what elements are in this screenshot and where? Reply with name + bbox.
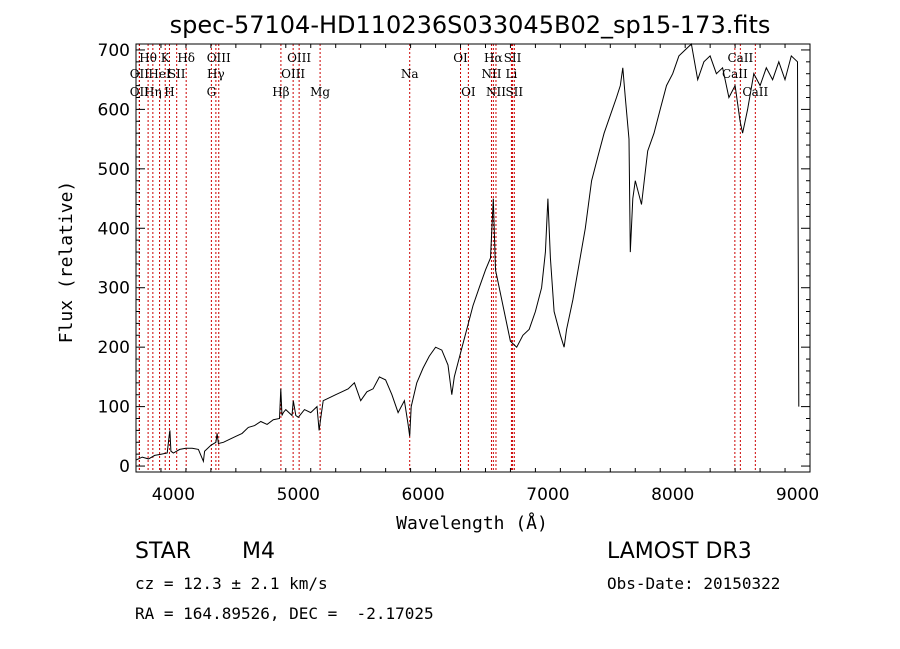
reference-line-label: OII <box>130 85 150 99</box>
reference-line-labels: OIIOIIHθHηHeIKHSIIHδGHγOIIIHβOIIIOIIIMgN… <box>130 51 769 99</box>
plot-frame <box>135 43 811 473</box>
redshift-text: cz = 12.3 ± 2.1 km/s <box>135 574 328 593</box>
reference-line-label: Hα <box>484 51 503 65</box>
y-tick-label: 500 <box>98 160 130 180</box>
x-axis-label: Wavelength (Å) <box>396 512 548 534</box>
y-tick-label: 600 <box>98 100 130 120</box>
y-tick-label: 200 <box>98 338 130 358</box>
x-tick-label: 6000 <box>401 485 444 505</box>
reference-line-label: Hβ <box>272 85 289 99</box>
y-tick-label: 300 <box>98 279 130 299</box>
object-class: STAR <box>135 539 192 564</box>
object-subclass: M4 <box>242 539 275 564</box>
reference-line-label: OI <box>461 85 476 99</box>
reference-line-label: Hδ <box>177 51 195 65</box>
observation-date: Obs-Date: 20150322 <box>607 574 781 593</box>
x-tick-label: 4000 <box>152 485 195 505</box>
reference-line-label: Li <box>506 67 518 81</box>
reference-line-label: Mg <box>310 85 330 99</box>
x-tick-label: 5000 <box>277 485 320 505</box>
coordinates-text: RA = 164.89526, DEC = -2.17025 <box>135 604 434 623</box>
y-tick-label: 400 <box>98 219 130 239</box>
reference-line-label: OIII <box>207 51 231 65</box>
reference-line-label: SII <box>505 85 523 99</box>
spectrum-line <box>135 42 800 464</box>
reference-line-label: G <box>207 85 217 99</box>
x-tick-label: 7000 <box>526 485 569 505</box>
y-tick-label: 0 <box>119 457 130 477</box>
reference-line-label: HeI <box>148 67 171 81</box>
reference-line-label: Hθ <box>139 51 157 65</box>
reference-line-label: CaII <box>727 51 753 65</box>
reference-line-label: OIII <box>287 51 311 65</box>
y-axis-ticks: 0 100 200 300 400 500 600 700 <box>98 41 810 477</box>
reference-line-label: Na <box>401 67 419 81</box>
reference-line-label: OIII <box>281 67 305 81</box>
y-axis-label: Flux (relative) <box>56 181 77 344</box>
x-tick-label: 9000 <box>776 485 819 505</box>
reference-line-label: Hη <box>144 85 162 99</box>
survey-name: LAMOST DR3 <box>607 539 752 564</box>
reference-line-label: SII <box>168 67 186 81</box>
reference-line-label: OI <box>453 51 468 65</box>
chart-title: spec-57104-HD110236S033045B02_sp15-173.f… <box>170 11 771 39</box>
reference-line-label: CaII <box>722 67 748 81</box>
x-tick-label: 8000 <box>651 485 694 505</box>
reference-line-label: Hγ <box>207 67 225 81</box>
reference-line-label: CaII <box>742 85 768 99</box>
x-axis-ticks: 4000 5000 6000 7000 8000 9000 <box>135 44 819 505</box>
reference-line-label: K <box>161 51 171 65</box>
reference-line-label: H <box>164 85 174 99</box>
reference-line-label: NII <box>481 67 501 81</box>
y-tick-label: 100 <box>98 398 130 418</box>
y-tick-label: 700 <box>98 41 130 61</box>
reference-line-label: NII <box>486 85 506 99</box>
reference-lines <box>138 44 756 472</box>
reference-line-label: SII <box>504 51 522 65</box>
